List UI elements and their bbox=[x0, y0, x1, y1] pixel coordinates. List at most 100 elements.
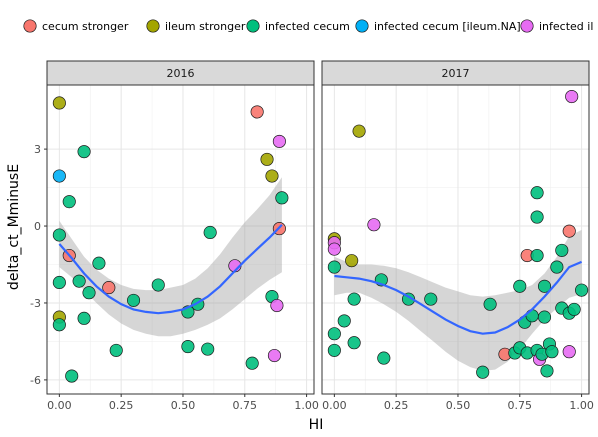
data-point bbox=[575, 283, 589, 297]
data-point bbox=[424, 292, 438, 306]
data-point bbox=[337, 314, 351, 328]
legend-key-0 bbox=[23, 19, 37, 33]
data-point bbox=[562, 345, 576, 359]
data-point bbox=[245, 356, 259, 370]
data-point bbox=[52, 318, 66, 332]
x-tick-label: 0.00 bbox=[322, 399, 347, 412]
legend-label-3: infected cecum [ileum.NA] bbox=[374, 20, 521, 33]
data-point bbox=[345, 254, 359, 268]
x-tick-label: 0.75 bbox=[508, 399, 533, 412]
y-tick-label: 0 bbox=[34, 220, 41, 233]
data-point bbox=[530, 248, 544, 263]
data-point bbox=[275, 191, 289, 205]
data-point bbox=[203, 225, 217, 239]
data-point bbox=[65, 369, 79, 383]
data-point bbox=[540, 364, 554, 378]
y-tick-label: -6 bbox=[30, 374, 41, 387]
data-point bbox=[567, 302, 581, 316]
x-tick-label: 1.00 bbox=[294, 399, 319, 412]
panel-border bbox=[46, 84, 315, 395]
panel-2017: 2017 0.00 0.25 0.50 0.75 1.00 bbox=[321, 60, 594, 412]
y-tick-label: 3 bbox=[34, 143, 41, 156]
legend-item-3: infected cecum [ileum.NA] bbox=[355, 19, 521, 33]
legend-label-2: infected cecum bbox=[265, 20, 350, 33]
smooth-line bbox=[58, 224, 283, 315]
data-point bbox=[525, 309, 539, 323]
gridlines bbox=[47, 85, 314, 394]
legend: cecum stronger ileum stronger infected cec… bbox=[23, 19, 593, 33]
x-tick-label: 0.50 bbox=[171, 399, 196, 412]
legend-label-4: infected il bbox=[539, 20, 593, 33]
x-tick-label: 1.00 bbox=[569, 399, 594, 412]
data-point bbox=[327, 343, 341, 357]
data-point bbox=[77, 145, 91, 159]
data-point bbox=[565, 89, 579, 104]
legend-item-1: ileum stronger bbox=[146, 19, 246, 33]
data-point bbox=[102, 281, 116, 295]
data-point bbox=[513, 279, 527, 293]
data-points bbox=[52, 96, 289, 383]
data-point bbox=[109, 343, 123, 357]
data-point bbox=[52, 275, 66, 290]
data-point bbox=[151, 278, 165, 292]
facet-strip-2017 bbox=[321, 60, 590, 86]
smooth-line bbox=[334, 260, 583, 335]
data-point bbox=[530, 210, 544, 224]
data-point bbox=[126, 293, 141, 307]
legend-key-1 bbox=[146, 19, 160, 33]
data-point bbox=[545, 345, 559, 359]
legend-label-0: cecum stronger bbox=[42, 20, 129, 33]
x-tick-label: 0.25 bbox=[109, 399, 134, 412]
data-point bbox=[52, 169, 66, 183]
x-tick-label: 0.50 bbox=[446, 399, 471, 412]
x-axis-title: HI bbox=[309, 417, 324, 433]
data-point bbox=[347, 336, 361, 350]
data-point bbox=[550, 260, 564, 274]
legend-item-0: cecum stronger bbox=[23, 19, 129, 33]
data-point bbox=[265, 169, 279, 183]
data-point bbox=[52, 228, 66, 242]
data-point bbox=[555, 243, 569, 257]
legend-key-3 bbox=[355, 19, 369, 33]
data-point bbox=[562, 224, 576, 238]
x-tick-label: 0.25 bbox=[384, 399, 409, 412]
data-point bbox=[181, 340, 195, 354]
data-point bbox=[92, 256, 106, 270]
data-point bbox=[352, 124, 366, 138]
legend-item-4: infected il bbox=[520, 19, 593, 33]
legend-item-2: infected cecum bbox=[246, 19, 350, 33]
data-point bbox=[52, 96, 66, 110]
data-point bbox=[250, 105, 264, 119]
data-point bbox=[347, 292, 361, 306]
data-point bbox=[537, 310, 552, 324]
data-point bbox=[62, 195, 76, 209]
data-point bbox=[327, 260, 341, 274]
confidence-band bbox=[59, 177, 282, 337]
facet-strip-label: 2017 bbox=[442, 67, 470, 80]
panel-2016: 2016 0.00 0.25 0.50 0.75 1.00 -6 -3 0 3 bbox=[30, 60, 319, 412]
panel-border bbox=[321, 84, 590, 395]
x-tick-label: 0.00 bbox=[47, 399, 72, 412]
data-point bbox=[483, 297, 497, 311]
data-point bbox=[72, 274, 86, 288]
data-point bbox=[327, 242, 341, 256]
data-point bbox=[377, 351, 391, 365]
data-point bbox=[77, 311, 91, 325]
data-points bbox=[327, 89, 589, 379]
data-point bbox=[476, 365, 490, 379]
data-point bbox=[272, 134, 286, 148]
y-tick-label: -3 bbox=[30, 297, 41, 310]
data-point bbox=[267, 348, 281, 363]
data-point bbox=[530, 186, 544, 200]
legend-key-4 bbox=[520, 19, 534, 33]
facet-strip-2016 bbox=[46, 60, 315, 86]
y-axis-title: delta_ct_MminusE bbox=[6, 164, 22, 290]
data-point bbox=[270, 298, 284, 313]
data-point bbox=[201, 342, 215, 356]
confidence-band bbox=[334, 229, 582, 371]
panel-background bbox=[47, 85, 314, 394]
legend-label-1: ileum stronger bbox=[165, 20, 246, 33]
data-point bbox=[537, 279, 552, 293]
legend-key-2 bbox=[246, 19, 260, 33]
